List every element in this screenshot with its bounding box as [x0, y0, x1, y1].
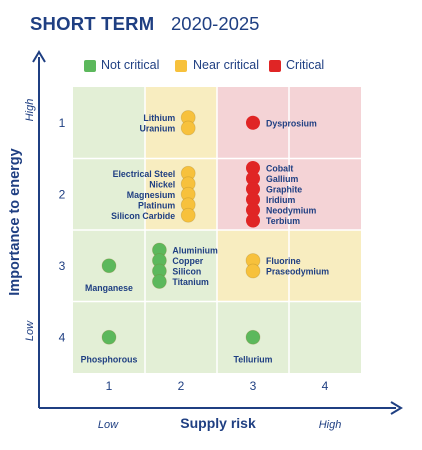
point-label-silicon: Silicon — [172, 267, 201, 277]
point-label-manganese: Manganese — [85, 283, 133, 293]
point-label-platinum: Platinum — [138, 200, 175, 210]
y-axis-arrow — [32, 50, 46, 63]
point-label-praseodymium: Praseodymium — [266, 267, 329, 277]
x-tick-label: 4 — [322, 379, 329, 393]
point-label-fluorine: Fluorine — [266, 256, 301, 266]
point-terbium — [246, 213, 260, 228]
legend-label-not-critical: Not critical — [101, 58, 160, 72]
point-tellurium — [245, 329, 261, 345]
x-tick-label: 3 — [250, 379, 257, 393]
chart-title: SHORT TERM — [30, 13, 155, 34]
point-label-iridium: Iridium — [266, 195, 296, 205]
legend-label-near-critical: Near critical — [193, 58, 259, 72]
x-axis-title: Supply risk — [180, 415, 256, 431]
point-label-terbium: Terbium — [266, 216, 300, 226]
point-label-titanium: Titanium — [172, 277, 209, 287]
point-label-nickel: Nickel — [149, 179, 175, 189]
point-cobalt — [246, 161, 260, 175]
point-iridium — [246, 192, 260, 207]
point-uranium — [180, 120, 196, 136]
legend-label-critical: Critical — [286, 58, 325, 72]
point-label-aluminium: Aluminium — [172, 246, 218, 256]
chart-period: 2020-2025 — [171, 13, 260, 34]
point-label-silicon-carbide: Silicon Carbide — [111, 211, 175, 221]
point-praseodymium — [245, 263, 261, 279]
point-label-tellurium: Tellurium — [234, 354, 273, 364]
x-axis-arrow — [390, 401, 403, 415]
x-tick-label: 1 — [106, 379, 113, 393]
point-titanium — [151, 274, 167, 289]
point-label-cobalt: Cobalt — [266, 164, 293, 174]
x-tick-label: 2 — [178, 379, 185, 393]
point-dysprosium — [246, 115, 260, 130]
y-tick-label: 2 — [59, 187, 66, 201]
point-manganese — [101, 258, 117, 274]
point-label-dysprosium: Dysprosium — [266, 118, 317, 128]
point-gallium — [246, 171, 260, 186]
point-label-copper: Copper — [172, 256, 203, 266]
point-label-neodymium: Neodymium — [266, 206, 317, 216]
point-silicon-carbide — [180, 207, 196, 223]
legend-swatch-critical — [269, 60, 281, 72]
point-label-gallium: Gallium — [266, 174, 298, 184]
point-label-lithium: Lithium — [143, 113, 175, 123]
y-tick-label: 4 — [59, 330, 66, 344]
point-label-graphite: Graphite — [266, 185, 302, 195]
point-label-electrical-steel: Electrical Steel — [113, 169, 176, 179]
legend-swatch-near-critical — [175, 60, 187, 72]
y-axis-low-label: Low — [24, 320, 36, 341]
y-tick-label: 3 — [59, 259, 66, 273]
x-axis-low-label: Low — [98, 419, 119, 431]
y-tick-label: 1 — [59, 116, 66, 130]
point-graphite — [246, 182, 260, 196]
point-neodymium — [246, 203, 260, 217]
y-axis-title: Importance to energy — [7, 148, 23, 295]
x-axis-high-label: High — [319, 419, 342, 431]
point-label-magnesium: Magnesium — [127, 190, 176, 200]
point-phosphorous — [101, 329, 117, 345]
point-label-uranium: Uranium — [140, 124, 176, 134]
point-label-phosphorous: Phosphorous — [81, 354, 138, 364]
y-axis-high-label: High — [24, 99, 36, 122]
legend-swatch-not-critical — [84, 60, 96, 72]
